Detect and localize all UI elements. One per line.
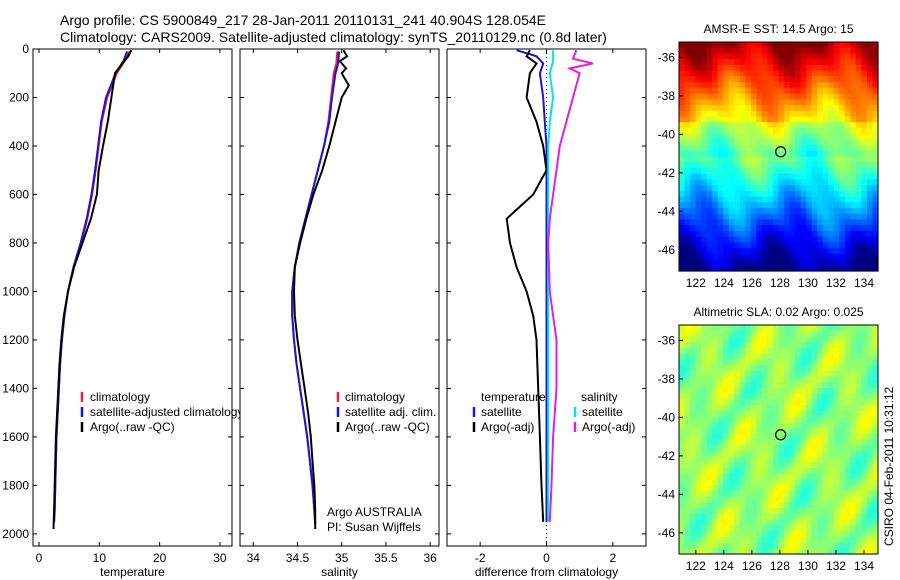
legend-label-temp-satellite: satellite xyxy=(481,405,522,419)
annotation-argo-australia: Argo AUSTRALIA xyxy=(327,505,422,519)
map-y-tick-label-4: -44 xyxy=(658,487,676,501)
map-frame-3 xyxy=(678,41,879,272)
y-tick-label: 1800 xyxy=(2,478,29,492)
x-axis-label-1: salinity xyxy=(321,565,358,579)
series-line-2-0 xyxy=(516,49,548,522)
legend-label-temp-argo: Argo(-adj) xyxy=(481,420,534,434)
legend-label-sal-0: climatology xyxy=(345,390,405,404)
legend-heading-temperature: temperature xyxy=(481,390,546,404)
map-title-3: AMSR-E SST: 14.5 Argo: 15 xyxy=(703,22,853,36)
map-x-tick-label-3: 132 xyxy=(826,276,846,290)
plot-frame-0 xyxy=(32,48,233,547)
y-tick-label: 1200 xyxy=(2,333,29,347)
map-x-tick-label-4: 130 xyxy=(798,559,818,573)
header-line-1: Argo profile: CS 5900849_217 28-Jan-2011… xyxy=(60,12,546,28)
x-tick-label-1: 34 xyxy=(247,551,261,565)
series-line-2-1 xyxy=(505,49,548,522)
map-grid-3 xyxy=(679,42,879,272)
annotation-pi-name: PI: Susan Wijffels xyxy=(327,520,421,534)
map-y-tick-label-4: -40 xyxy=(658,410,676,424)
x-tick-label-2: 0 xyxy=(543,551,550,565)
x-tick-label-1: 35.5 xyxy=(374,551,398,565)
legend-label-sal-argo: Argo(-adj) xyxy=(582,420,635,434)
series-line-1-2 xyxy=(292,49,350,529)
map-x-tick-label-4: 122 xyxy=(686,559,706,573)
map-x-tick-label-3: 130 xyxy=(798,276,818,290)
map-y-tick-label-4: -38 xyxy=(658,372,676,386)
legend-label-sal-satellite: satellite xyxy=(582,405,623,419)
x-tick-label-0: 20 xyxy=(153,551,167,565)
x-tick-label-1: 35 xyxy=(335,551,349,565)
series-line-0-2 xyxy=(52,49,133,530)
map-title-4: Altimetric SLA: 0.02 Argo: 0.025 xyxy=(693,305,863,319)
map-y-tick-label-4: -42 xyxy=(658,449,676,463)
map-y-tick-label-3: -36 xyxy=(658,50,676,64)
x-tick-label-1: 34.5 xyxy=(286,551,310,565)
map-x-tick-label-4: 128 xyxy=(770,559,790,573)
map-x-tick-label-3: 134 xyxy=(854,276,874,290)
map-x-tick-label-4: 132 xyxy=(826,559,846,573)
map-y-tick-label-4: -46 xyxy=(658,526,676,540)
x-axis-label-0: temperature xyxy=(100,565,165,579)
map-y-tick-label-3: -38 xyxy=(658,89,676,103)
argo-position-marker-3 xyxy=(775,146,787,158)
map-x-tick-label-4: 124 xyxy=(714,559,734,573)
legend-label-sal-1: satellite adj. clim. xyxy=(345,405,436,419)
y-tick-label: 1400 xyxy=(2,381,29,395)
y-tick-label: 1000 xyxy=(2,284,29,298)
map-x-tick-label-4: 134 xyxy=(854,559,874,573)
map-y-tick-label-3: -40 xyxy=(658,127,676,141)
map-x-tick-label-3: 126 xyxy=(742,276,762,290)
map-y-tick-label-3: -46 xyxy=(658,243,676,257)
legend-label-sal-2: Argo(..raw -QC) xyxy=(345,420,430,434)
x-tick-label-0: 0 xyxy=(36,551,43,565)
footer-timestamp: CSIRO 04-Feb-2011 10:31:12 xyxy=(882,386,896,546)
x-tick-label-1: 36 xyxy=(423,551,437,565)
argo-position-marker-4 xyxy=(775,429,787,441)
map-x-tick-label-4: 126 xyxy=(742,559,762,573)
x-tick-label-2: 2 xyxy=(609,551,616,565)
map-x-tick-label-3: 124 xyxy=(714,276,734,290)
y-tick-label: 200 xyxy=(9,90,29,104)
map-y-tick-label-3: -42 xyxy=(658,166,676,180)
legend-heading-salinity: salinity xyxy=(581,390,618,404)
x-tick-label-0: 30 xyxy=(213,551,227,565)
map-grid-4 xyxy=(679,325,879,555)
plot-frame-1 xyxy=(239,48,440,547)
y-tick-label: 800 xyxy=(9,236,29,250)
map-x-tick-label-3: 122 xyxy=(686,276,706,290)
series-line-2-2 xyxy=(547,50,555,522)
y-tick-label: 600 xyxy=(9,187,29,201)
map-y-tick-label-3: -44 xyxy=(658,204,676,218)
series-line-2-3 xyxy=(547,49,594,522)
legend-label-temp-0: climatology xyxy=(90,390,150,404)
y-tick-label: 400 xyxy=(9,139,29,153)
header-line-2: Climatology: CARS2009. Satellite-adjuste… xyxy=(60,29,607,45)
legend-label-temp-1: satellite-adjusted climatology xyxy=(90,405,243,419)
y-tick-label: 0 xyxy=(22,42,29,56)
map-y-tick-label-4: -36 xyxy=(658,333,676,347)
x-tick-label-2: -2 xyxy=(475,551,486,565)
legend-label-temp-2: Argo(..raw -QC) xyxy=(90,420,175,434)
map-x-tick-label-3: 128 xyxy=(770,276,790,290)
x-tick-label-0: 10 xyxy=(93,551,107,565)
y-tick-label: 2000 xyxy=(2,527,29,541)
x-axis-label-2: difference from climatology xyxy=(475,565,618,579)
y-tick-label: 1600 xyxy=(2,430,29,444)
map-frame-4 xyxy=(678,324,879,555)
